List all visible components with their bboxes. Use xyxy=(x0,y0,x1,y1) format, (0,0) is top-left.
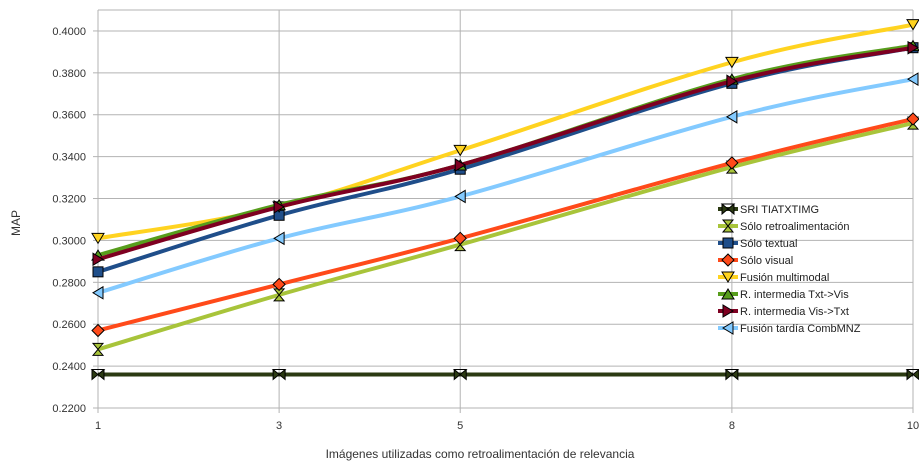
data-point xyxy=(272,277,286,292)
series-1 xyxy=(90,368,919,381)
data-point xyxy=(91,342,105,356)
legend-marker xyxy=(722,321,734,335)
legend-item: Sólo retroalimentación xyxy=(718,219,849,233)
legend-marker xyxy=(721,253,735,267)
data-point xyxy=(454,158,467,172)
data-point xyxy=(726,74,738,89)
data-point xyxy=(271,368,287,381)
legend-item: SRI TIATXTIMG xyxy=(718,203,819,216)
series-7 xyxy=(92,40,919,267)
legend-label: Sólo textual xyxy=(740,238,797,250)
legend-marker xyxy=(721,271,735,283)
legend-item: R. intermedia Vis->Txt xyxy=(718,304,849,318)
data-point xyxy=(725,109,738,124)
series-8 xyxy=(92,72,919,300)
legend-marker xyxy=(722,237,734,249)
series-line xyxy=(97,77,914,295)
legend-item: Sólo textual xyxy=(718,237,797,250)
data-point xyxy=(725,56,739,69)
legend-label: Fusión tardía CombMNZ xyxy=(740,323,861,335)
legend-item: R. intermedia Txt->Vis xyxy=(718,288,849,301)
series-line xyxy=(97,121,914,352)
y-axis-title: MAP xyxy=(9,210,23,236)
x-tick-label: 8 xyxy=(729,420,735,432)
legend-item: Fusión multimodal xyxy=(718,271,829,284)
legend-item: Sólo visual xyxy=(718,253,793,267)
legend-marker xyxy=(721,219,735,233)
legend-label: Sólo retroalimentación xyxy=(740,221,849,233)
data-point xyxy=(906,112,919,126)
data-point xyxy=(452,368,468,381)
y-tick-label: 0.2400 xyxy=(52,361,86,373)
data-point xyxy=(906,19,919,31)
data-point xyxy=(907,72,919,87)
x-axis-ticks: 1 3 5 8 10 xyxy=(95,408,919,432)
data-point xyxy=(725,156,739,170)
data-point xyxy=(91,232,105,245)
x-axis-title: Imágenes utilizadas como retroalimentaci… xyxy=(326,447,635,461)
legend-label: Sólo visual xyxy=(740,255,793,267)
data-point xyxy=(905,368,919,381)
data-point xyxy=(273,231,285,246)
y-tick-label: 0.3200 xyxy=(52,194,86,206)
data-point xyxy=(273,288,286,302)
data-point xyxy=(92,285,104,300)
data-point xyxy=(90,368,106,381)
y-tick-label: 0.2600 xyxy=(52,319,86,331)
data-point xyxy=(91,323,105,338)
y-tick-label: 0.4000 xyxy=(52,26,86,38)
grid xyxy=(97,9,914,409)
legend: SRI TIATXTIMG Sólo retroalimentación Sólo … xyxy=(718,203,861,335)
legend-marker xyxy=(721,288,735,300)
y-tick-label: 0.2800 xyxy=(52,277,86,289)
legend-label: R. intermedia Txt->Vis xyxy=(740,289,849,301)
series-line xyxy=(97,45,914,262)
data-point xyxy=(907,40,919,55)
y-axis-ticks: 0.2200 0.2400 0.2600 0.2800 0.3000 0.3200 0.34… xyxy=(52,26,98,415)
y-tick-label: 0.3000 xyxy=(52,235,86,247)
y-tick-label: 0.3600 xyxy=(52,110,86,122)
data-point xyxy=(724,368,740,381)
data-point xyxy=(453,144,468,157)
x-tick-label: 10 xyxy=(907,420,919,432)
legend-label: SRI TIATXTIMG xyxy=(740,204,819,216)
y-tick-label: 0.2200 xyxy=(52,403,86,415)
legend-marker xyxy=(722,304,734,318)
data-point xyxy=(273,200,286,214)
x-tick-label: 5 xyxy=(457,420,463,432)
series-line xyxy=(97,116,914,333)
y-tick-label: 0.3800 xyxy=(52,68,86,80)
series-group xyxy=(90,19,919,381)
x-tick-label: 3 xyxy=(276,420,282,432)
legend-item: Fusión tardía CombMNZ xyxy=(718,321,861,335)
data-point xyxy=(92,266,104,278)
legend-label: R. intermedia Vis->Txt xyxy=(740,306,849,318)
y-tick-label: 0.3400 xyxy=(52,152,86,164)
data-point xyxy=(92,252,104,267)
series-4 xyxy=(91,112,919,338)
legend-marker xyxy=(720,203,736,216)
data-point xyxy=(453,231,467,246)
legend-label: Fusión multimodal xyxy=(740,272,829,284)
x-tick-label: 1 xyxy=(95,420,101,432)
data-point xyxy=(454,189,466,204)
